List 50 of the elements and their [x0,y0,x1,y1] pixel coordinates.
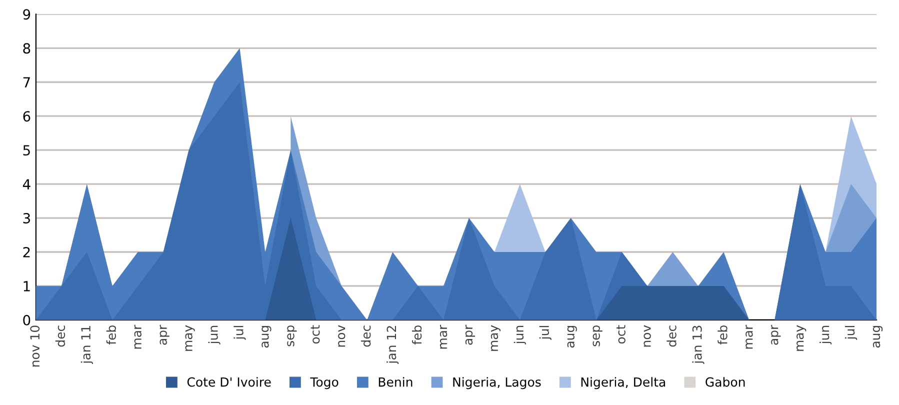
x-tick-label: aug [872,326,883,348]
x-tick-label: feb [412,325,422,345]
x-tick-label: sep [287,325,297,346]
x-tick-label: dec [55,326,66,347]
x-tick-label: feb [718,325,728,345]
x-tick-label: oct [310,325,320,344]
legend-label: Cote D' Ivoire [187,377,271,387]
x-tick-label: mar [440,324,448,349]
x-tick-label: nov [338,325,346,347]
x-tick-label: aug [262,326,272,348]
x-tick-label: oct [616,325,626,344]
legend-label: Gabon [706,377,745,387]
x-tick-label: jun [514,326,526,344]
x-tick-label: may [185,325,195,351]
x-tick-label: jul [234,326,246,340]
x-tick-label: jun [820,326,832,344]
x-tick-label: jul [845,326,858,340]
x-tick-label: sep [592,325,602,346]
x-tick-label: jan 12 [386,326,399,364]
y-tick-label: 6 [23,111,30,122]
legend-label: Togo [310,377,338,390]
y-tick-label: 4 [22,179,30,190]
y-tick-label: 2 [23,246,30,258]
x-tick-label: feb [106,325,116,345]
legend-label: Benin [378,377,412,387]
x-tick-label: mar [134,324,142,349]
x-tick-label: apr [465,324,476,345]
x-tick-label: jun [208,326,220,344]
x-tick-label: jul [539,326,552,340]
legend-label: Nigeria, Delta [581,377,666,390]
x-tick-label: jan 11 [80,326,93,364]
y-tick-label: 7 [23,77,30,88]
x-tick-label: may [796,325,806,351]
x-tick-label: nov [644,325,651,347]
y-tick-label: 1 [24,281,30,292]
x-tick-label: mar [746,324,753,349]
y-tick-label: 8 [23,43,30,54]
x-tick-label: apr [160,324,170,345]
legend-label: Nigeria, Lagos [453,377,541,390]
x-tick-label: apr [771,324,781,345]
y-tick-label: 9 [23,9,30,20]
y-tick-label: 5 [23,145,30,156]
x-tick-label: nov 10 [30,326,40,367]
x-tick-label: may [490,325,500,351]
x-tick-label: jan 13 [692,326,704,364]
x-tick-label: dec [666,326,676,347]
x-tick-label: aug [567,326,577,348]
y-tick-label: 3 [23,212,30,224]
y-tick-label: 0 [23,314,30,326]
x-tick-label: dec [361,326,371,347]
